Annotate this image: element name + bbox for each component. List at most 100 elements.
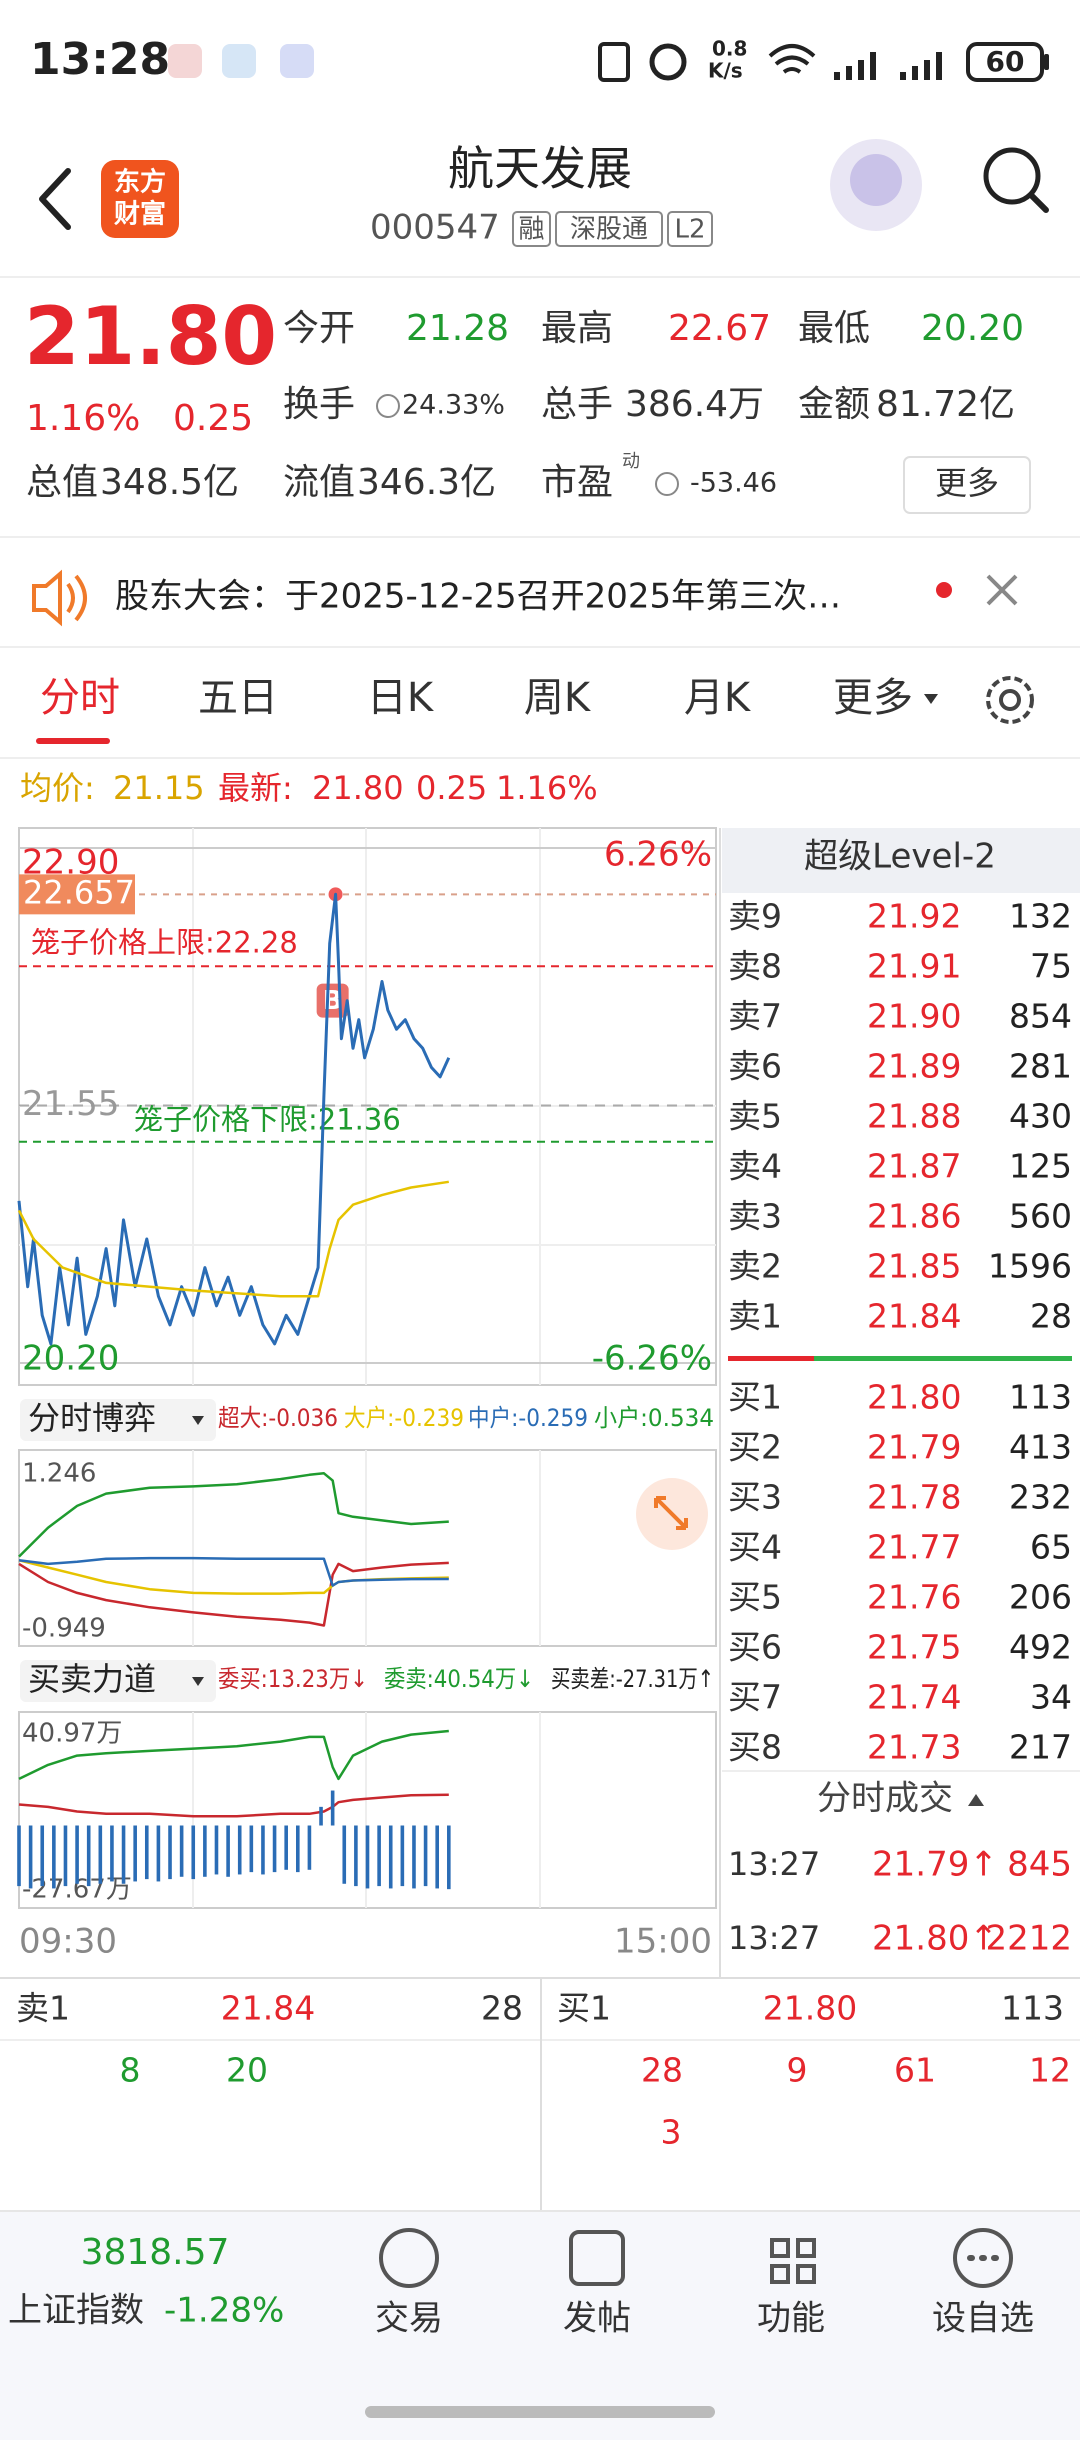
book-volume: 232 xyxy=(1009,1478,1072,1517)
book-label: 买8 xyxy=(728,1728,782,1767)
book-volume: 492 xyxy=(1009,1628,1072,1667)
divider xyxy=(0,276,1080,278)
net-speed-unit: K/s xyxy=(708,59,743,83)
queue-price: 21.84 xyxy=(221,1989,315,2028)
queue-order: 9 xyxy=(787,2051,808,2090)
bar xyxy=(307,1825,312,1870)
divider xyxy=(540,1977,542,2211)
bar xyxy=(272,1825,277,1873)
book-label: 卖5 xyxy=(728,1097,782,1136)
settings-button[interactable] xyxy=(986,676,1034,724)
book-label: 卖2 xyxy=(728,1247,782,1286)
queue-volume: 113 xyxy=(1001,1989,1064,2028)
search-button[interactable] xyxy=(983,147,1041,205)
bar xyxy=(423,1825,428,1887)
book-volume: 281 xyxy=(1009,1047,1072,1086)
queue-order: 28 xyxy=(641,2051,683,2090)
bar xyxy=(365,1825,370,1889)
book-price: 21.77 xyxy=(867,1528,961,1567)
book-volume: 206 xyxy=(1009,1578,1072,1617)
nav-item: 功能 xyxy=(757,2299,825,2339)
series-line xyxy=(18,1559,449,1595)
bar xyxy=(342,1825,347,1884)
queue-order: 20 xyxy=(226,2051,268,2090)
book-label: 卖8 xyxy=(728,947,782,986)
more-button[interactable] xyxy=(903,456,1031,514)
y-tick-label: 21.55 xyxy=(22,1084,119,1124)
signal-icon xyxy=(834,52,942,80)
last-price: 21.80 xyxy=(24,290,277,383)
max-label: 22.657 xyxy=(23,873,135,911)
bar xyxy=(284,1825,288,1870)
trade-volume: 845 xyxy=(1007,1845,1072,1885)
stat-value: 21.28 xyxy=(406,308,509,349)
queue-order: 8 xyxy=(120,2051,141,2090)
bar xyxy=(447,1825,451,1890)
tab-underline xyxy=(36,738,110,744)
close-button[interactable] xyxy=(986,574,1018,606)
book-label: 买2 xyxy=(728,1428,782,1467)
cage-label: 笼子价格上限:22.28 xyxy=(31,925,298,959)
post-icon[interactable] xyxy=(569,2230,625,2286)
app-icon xyxy=(168,44,202,78)
bar xyxy=(52,1825,56,1889)
stat-label: 总手 xyxy=(541,384,613,425)
book-volume: 430 xyxy=(1009,1097,1072,1136)
stat-value: 20.20 xyxy=(921,308,1024,349)
legend-entry: 买卖差:-27.31万↑ xyxy=(551,1665,714,1693)
nav-item: 发帖 xyxy=(563,2299,631,2339)
bar xyxy=(214,1825,219,1875)
bar xyxy=(354,1825,358,1887)
clock: 13:28 xyxy=(30,34,170,85)
selector[interactable] xyxy=(20,1399,216,1441)
dropdown-arrow xyxy=(924,694,938,704)
series-line xyxy=(18,1793,449,1818)
book-volume: 132 xyxy=(1009,897,1072,936)
battery-icon xyxy=(966,42,1044,82)
book-volume: 75 xyxy=(1030,947,1072,986)
expand-icon xyxy=(654,1496,688,1530)
legend-entry: 小户:0.534 xyxy=(594,1404,714,1432)
app-icon xyxy=(280,44,314,78)
book-divider-red xyxy=(728,1356,814,1361)
logo-text: 财富 xyxy=(114,199,166,230)
stat-label: 流值 xyxy=(283,462,355,503)
avg-label: 均价: xyxy=(20,769,95,807)
queue-volume: 28 xyxy=(481,1989,523,2028)
trade-time: 13:27 xyxy=(728,1845,820,1883)
watchlist-icon[interactable] xyxy=(953,2228,1013,2288)
queue-label: 卖1 xyxy=(16,1989,70,2028)
book-volume: 28 xyxy=(1030,1297,1072,1336)
last-value: 21.80 xyxy=(312,769,404,807)
book-price: 21.73 xyxy=(867,1728,961,1767)
index-value: 3818.57 xyxy=(81,2232,230,2273)
book-volume: 854 xyxy=(1009,997,1072,1036)
divider xyxy=(0,2210,1080,2212)
function-icon[interactable] xyxy=(770,2238,816,2284)
back-button[interactable] xyxy=(39,168,71,230)
bar xyxy=(261,1825,265,1875)
selector[interactable] xyxy=(20,1660,216,1702)
nav-item: 交易 xyxy=(375,2299,443,2339)
bar xyxy=(144,1825,149,1880)
stat-value: 348.5亿 xyxy=(100,462,239,503)
book-label: 卖4 xyxy=(728,1147,782,1186)
series-line xyxy=(18,1729,449,1781)
trade-price: 21.80↑ xyxy=(872,1919,998,1959)
dropdown-arrow xyxy=(192,1416,204,1425)
book-label: 买3 xyxy=(728,1478,782,1517)
y-tick-label: 20.20 xyxy=(22,1339,119,1379)
bar xyxy=(28,1825,33,1889)
alarm-icon xyxy=(649,43,687,81)
bar xyxy=(237,1825,242,1875)
wifi-icon xyxy=(768,44,816,74)
book-volume: 413 xyxy=(1009,1428,1072,1467)
stat-label: 金额 xyxy=(798,384,870,425)
bar xyxy=(377,1825,381,1887)
sub-chart-frame xyxy=(18,1711,717,1909)
book-volume: 125 xyxy=(1009,1147,1072,1186)
sub-chart-title: 分时博弈 xyxy=(28,1399,156,1437)
trade-icon[interactable] xyxy=(379,2228,439,2288)
x-tick-label: 09:30 xyxy=(19,1922,117,1962)
avatar-face xyxy=(850,154,902,206)
